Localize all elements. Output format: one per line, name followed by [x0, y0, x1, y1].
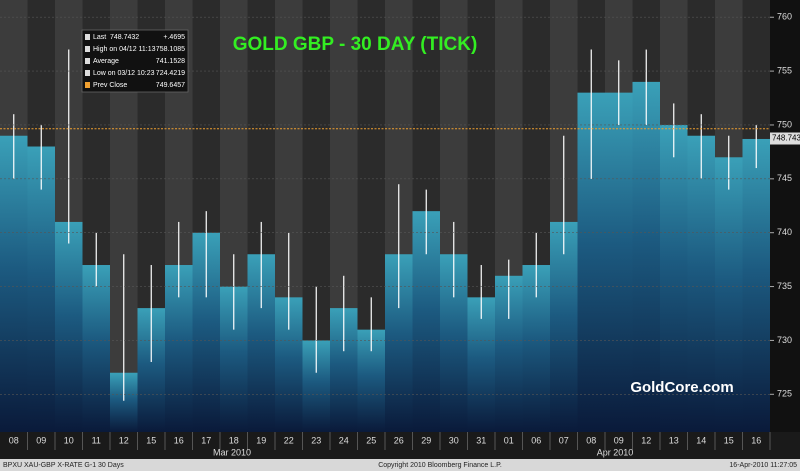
y-tick-label: 735 — [777, 281, 792, 291]
x-tick-label: 12 — [641, 435, 651, 445]
x-tick-label: 14 — [696, 435, 706, 445]
info-label: Low on 03/12 10:23 — [93, 70, 155, 77]
footer-right: 16-Apr-2010 11:27:05 — [729, 462, 797, 469]
info-icon — [85, 70, 90, 76]
x-tick-label: 29 — [421, 435, 431, 445]
x-tick-label: 06 — [531, 435, 541, 445]
last-price-tag — [770, 132, 800, 145]
info-value: +.4695 — [163, 34, 185, 41]
info-label: High on 04/12 11:13 — [93, 46, 156, 53]
footer-left: BPXU XAU-GBP X-RATE G-1 30 Days — [3, 462, 124, 469]
last-price-label: 748.7432 — [772, 134, 800, 143]
footer-bar — [0, 459, 800, 471]
price-column — [742, 138, 770, 432]
y-tick-label: 755 — [777, 65, 792, 75]
chart-title: GOLD GBP - 30 DAY (TICK) — [233, 34, 478, 55]
x-tick-label: 08 — [9, 435, 19, 445]
x-tick-label: 24 — [339, 435, 349, 445]
x-tick-label: 16 — [174, 435, 184, 445]
x-tick-label: 16 — [751, 435, 761, 445]
price-column — [27, 146, 55, 432]
axis-panel — [770, 0, 800, 432]
x-tick-label: 09 — [36, 435, 46, 445]
info-value: 741.1528 — [156, 58, 185, 65]
x-tick-label: 31 — [476, 435, 486, 445]
x-tick-label: 01 — [504, 435, 514, 445]
price-column — [715, 157, 743, 432]
info-value: 749.6457 — [156, 82, 185, 89]
month-label: Mar 2010 — [213, 447, 251, 457]
price-column — [467, 297, 495, 432]
x-tick-label: 15 — [724, 435, 734, 445]
info-icon — [85, 58, 90, 64]
price-column — [632, 81, 660, 433]
x-tick-label: 13 — [669, 435, 679, 445]
x-tick-label: 07 — [559, 435, 569, 445]
info-value: 758.1085 — [156, 46, 185, 53]
price-column — [0, 135, 28, 432]
price-column — [687, 135, 715, 432]
month-label: Apr 2010 — [597, 447, 634, 457]
price-column — [550, 221, 578, 432]
price-column — [605, 92, 633, 432]
info-value: 724.4219 — [156, 70, 185, 77]
info-icon — [85, 46, 90, 52]
x-tick-label: 12 — [119, 435, 129, 445]
y-tick-label: 750 — [777, 119, 792, 129]
info-label: Average — [93, 58, 119, 65]
info-icon — [85, 34, 90, 40]
info-box — [81, 29, 189, 93]
info-last-value: 748.7432 — [110, 34, 139, 41]
x-axis-panel — [0, 432, 800, 459]
x-tick-label: 23 — [311, 435, 321, 445]
x-tick-label: 19 — [256, 435, 266, 445]
x-tick-label: 22 — [284, 435, 294, 445]
watermark: GoldCore.com — [630, 379, 733, 396]
x-tick-label: 17 — [201, 435, 211, 445]
y-tick-label: 740 — [777, 227, 792, 237]
y-tick-label: 760 — [777, 12, 792, 22]
price-column — [82, 265, 110, 432]
info-label: Last — [93, 34, 106, 41]
info-label: Prev Close — [93, 82, 127, 89]
x-tick-label: 26 — [394, 435, 404, 445]
prev-close-swatch — [85, 82, 90, 88]
price-column — [660, 124, 688, 432]
x-tick-label: 11 — [92, 435, 101, 445]
y-tick-label: 745 — [777, 173, 792, 183]
y-tick-label: 725 — [777, 389, 792, 399]
x-tick-label: 18 — [229, 435, 239, 445]
footer-center: Copyright 2010 Bloomberg Finance L.P. — [378, 462, 502, 469]
x-tick-label: 10 — [64, 435, 74, 445]
x-tick-label: 09 — [614, 435, 624, 445]
x-tick-label: 30 — [449, 435, 459, 445]
x-tick-label: 25 — [366, 435, 376, 445]
x-tick-label: 15 — [146, 435, 156, 445]
price-column — [55, 221, 83, 432]
y-tick-label: 730 — [777, 335, 792, 345]
x-tick-label: 08 — [586, 435, 596, 445]
